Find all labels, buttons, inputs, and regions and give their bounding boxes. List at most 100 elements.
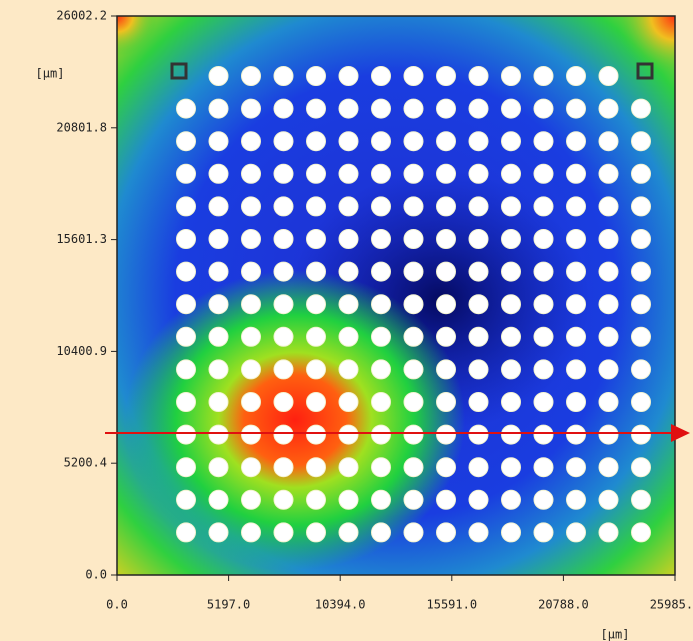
solder-ball (567, 393, 586, 412)
solder-ball (437, 262, 456, 281)
solder-ball (274, 360, 293, 379)
solder-ball (372, 523, 391, 542)
solder-ball (339, 230, 358, 249)
solder-ball (274, 327, 293, 346)
solder-ball (242, 132, 261, 151)
solder-ball (567, 327, 586, 346)
solder-ball (307, 295, 326, 314)
solder-ball (632, 164, 651, 183)
y-tick-label: 20801.8 (56, 120, 107, 134)
solder-ball (502, 67, 521, 86)
solder-ball (404, 523, 423, 542)
solder-ball (209, 523, 228, 542)
solder-ball (339, 360, 358, 379)
solder-ball (404, 67, 423, 86)
solder-ball (274, 230, 293, 249)
solder-ball (274, 99, 293, 118)
solder-ball (177, 360, 196, 379)
solder-ball (307, 132, 326, 151)
solder-ball (502, 425, 521, 444)
solder-ball (177, 230, 196, 249)
solder-ball (177, 458, 196, 477)
solder-ball (209, 295, 228, 314)
x-tick-label: 10394.0 (315, 598, 366, 612)
solder-ball (242, 360, 261, 379)
solder-ball (599, 393, 618, 412)
solder-ball (599, 490, 618, 509)
solder-ball (469, 360, 488, 379)
solder-ball (209, 360, 228, 379)
solder-ball (534, 393, 553, 412)
solder-ball (274, 262, 293, 281)
solder-ball (437, 360, 456, 379)
solder-ball (502, 132, 521, 151)
solder-ball (307, 393, 326, 412)
x-tick-label: 5197.0 (207, 598, 250, 612)
solder-ball (437, 393, 456, 412)
solder-ball (534, 458, 553, 477)
solder-ball (209, 99, 228, 118)
solder-ball (437, 295, 456, 314)
solder-ball (274, 425, 293, 444)
solder-ball (242, 327, 261, 346)
solder-ball (404, 295, 423, 314)
solder-ball (339, 490, 358, 509)
solder-ball (242, 67, 261, 86)
solder-ball (177, 132, 196, 151)
solder-ball (632, 523, 651, 542)
y-tick-label: 0.0 (85, 568, 107, 582)
solder-ball (567, 262, 586, 281)
solder-ball (307, 230, 326, 249)
solder-ball (307, 360, 326, 379)
solder-ball (404, 327, 423, 346)
solder-ball (632, 262, 651, 281)
solder-ball (177, 327, 196, 346)
solder-ball (534, 425, 553, 444)
solder-ball (339, 458, 358, 477)
solder-ball (177, 295, 196, 314)
solder-ball (469, 67, 488, 86)
solder-ball (372, 164, 391, 183)
solder-ball (307, 458, 326, 477)
solder-ball (567, 67, 586, 86)
solder-ball (372, 295, 391, 314)
solder-ball (209, 327, 228, 346)
solder-ball (209, 230, 228, 249)
solder-ball (404, 132, 423, 151)
solder-ball (209, 67, 228, 86)
solder-ball (567, 523, 586, 542)
solder-ball (502, 360, 521, 379)
solder-ball (567, 132, 586, 151)
solder-ball (339, 393, 358, 412)
solder-ball (372, 99, 391, 118)
solder-ball (567, 458, 586, 477)
solder-ball (437, 99, 456, 118)
solder-ball (177, 425, 196, 444)
solder-ball (599, 197, 618, 216)
solder-ball (534, 67, 553, 86)
solder-ball (502, 393, 521, 412)
solder-ball (437, 425, 456, 444)
solder-ball (632, 490, 651, 509)
solder-ball (209, 262, 228, 281)
solder-ball (274, 164, 293, 183)
solder-ball (632, 230, 651, 249)
solder-ball (567, 425, 586, 444)
solder-ball (404, 197, 423, 216)
solder-ball (209, 458, 228, 477)
solder-ball (502, 262, 521, 281)
solder-ball (469, 230, 488, 249)
solder-ball (469, 132, 488, 151)
solder-ball (437, 458, 456, 477)
solder-ball (404, 164, 423, 183)
solder-ball (404, 393, 423, 412)
ball-grid (177, 67, 651, 542)
solder-ball (404, 458, 423, 477)
solder-ball (404, 99, 423, 118)
solder-ball (469, 393, 488, 412)
solder-ball (274, 523, 293, 542)
solder-ball (469, 490, 488, 509)
solder-ball (339, 164, 358, 183)
solder-ball (469, 523, 488, 542)
solder-ball (209, 490, 228, 509)
